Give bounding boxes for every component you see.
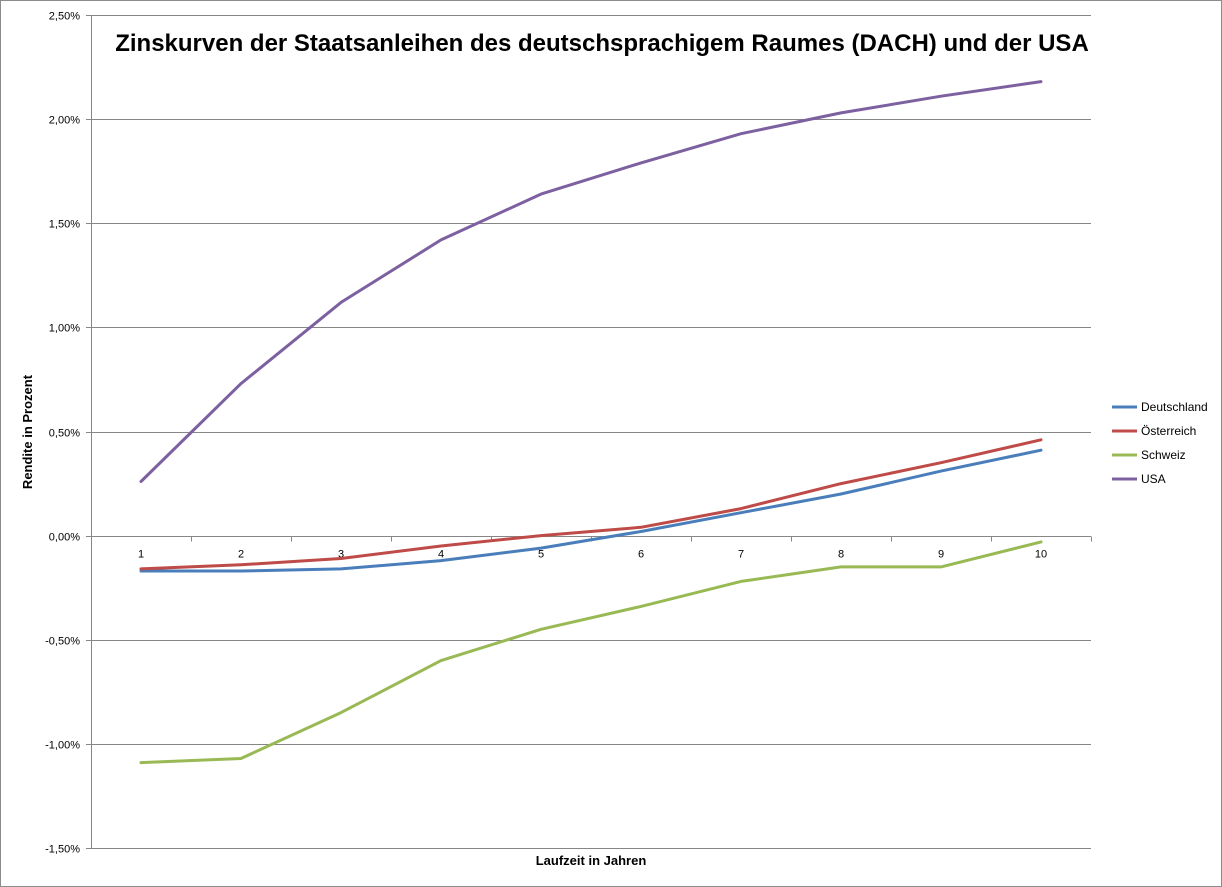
y-tick-label: 0,50% [49, 428, 80, 440]
x-tick-label: 6 [638, 549, 644, 561]
y-tick-label: 0,00% [49, 532, 80, 544]
y-tick-label: 2,50% [49, 11, 80, 23]
legend-label: Schweiz [1141, 448, 1186, 462]
x-tick-label: 5 [538, 549, 544, 561]
series-line-usa [139, 80, 1043, 483]
x-tick-label: 7 [738, 549, 744, 561]
y-tick-label: 1,00% [49, 323, 80, 335]
x-tick-label: 1 [138, 549, 144, 561]
y-tick-labels: 2,50% 2,00% 1,50% 1,00% 0,50% 0,00% -0,50% -1,0… [45, 11, 80, 856]
x-tick-label: 3 [338, 549, 344, 561]
y-tick-label: 1,50% [49, 219, 80, 231]
x-tick-label: 8 [838, 549, 844, 561]
legend-label: USA [1141, 472, 1166, 486]
gridlines [91, 15, 1091, 849]
series-line-deutschland [139, 448, 1043, 573]
y-tick-label: -1,00% [45, 740, 80, 752]
x-tick-label: 4 [438, 549, 444, 561]
y-tick-label: 2,00% [49, 115, 80, 127]
x-axis-title: Laufzeit in Jahren [536, 853, 647, 868]
y-axis-title: Rendite in Prozent [20, 374, 35, 489]
x-tick-label: 10 [1035, 549, 1047, 561]
x-tick-label: 2 [238, 549, 244, 561]
series-line-schweiz [139, 540, 1043, 765]
axes [86, 15, 1092, 849]
y-tick-label: -1,50% [45, 844, 80, 856]
chart-title: Zinskurven der Staatsanleihen des deutsc… [115, 30, 1089, 57]
series-lines [139, 80, 1043, 765]
series-line--sterreich [139, 438, 1043, 571]
legend-label: Deutschland [1141, 400, 1208, 414]
x-tick-label: 9 [938, 549, 944, 561]
legend-label: Österreich [1141, 424, 1196, 438]
x-tick-labels: 1 2 3 4 5 6 7 8 9 10 [138, 549, 1047, 561]
y-tick-label: -0,50% [45, 636, 80, 648]
legend: Deutschland Österreich Schweiz USA [1112, 400, 1208, 486]
